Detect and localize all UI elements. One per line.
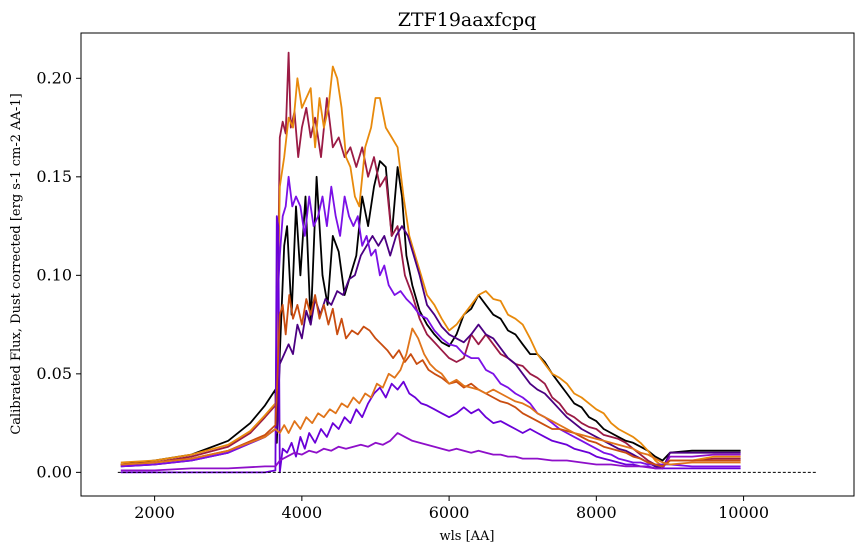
x-tick-label: 8000 — [576, 503, 617, 522]
series-line-7 — [120, 432, 741, 472]
x-axis-label: wls [AA] — [439, 529, 494, 544]
series-line-1 — [120, 160, 741, 466]
series-line-8 — [120, 294, 741, 468]
series-line-9 — [120, 327, 741, 466]
chart-title: ZTF19aaxfcpq — [398, 9, 537, 31]
series-line-2 — [120, 51, 741, 468]
x-tick-label: 2000 — [134, 503, 175, 522]
y-tick-label: 0.20 — [36, 68, 72, 87]
plot-frame — [80, 32, 855, 497]
x-tick-label: 6000 — [429, 503, 470, 522]
x-axis: 2000 4000 6000 8000 10000 — [134, 496, 769, 522]
x-tick-label: 4000 — [281, 503, 322, 522]
y-tick-label: 0.05 — [36, 364, 72, 383]
y-tick-label: 0.15 — [36, 167, 72, 186]
series-line-3 — [120, 65, 741, 468]
series-layer — [120, 51, 741, 474]
y-tick-label: 0.00 — [36, 462, 72, 481]
y-tick-label: 0.10 — [36, 265, 72, 284]
plot-background — [81, 33, 854, 496]
y-axis: 0.00 0.05 0.10 0.15 0.20 — [36, 68, 81, 481]
series-line-6 — [120, 215, 741, 474]
y-axis-label: Calibrated Flux, Dust corrected [erg s-1… — [9, 93, 24, 434]
series-line-5 — [120, 175, 741, 468]
x-tick-label: 10000 — [718, 503, 769, 522]
